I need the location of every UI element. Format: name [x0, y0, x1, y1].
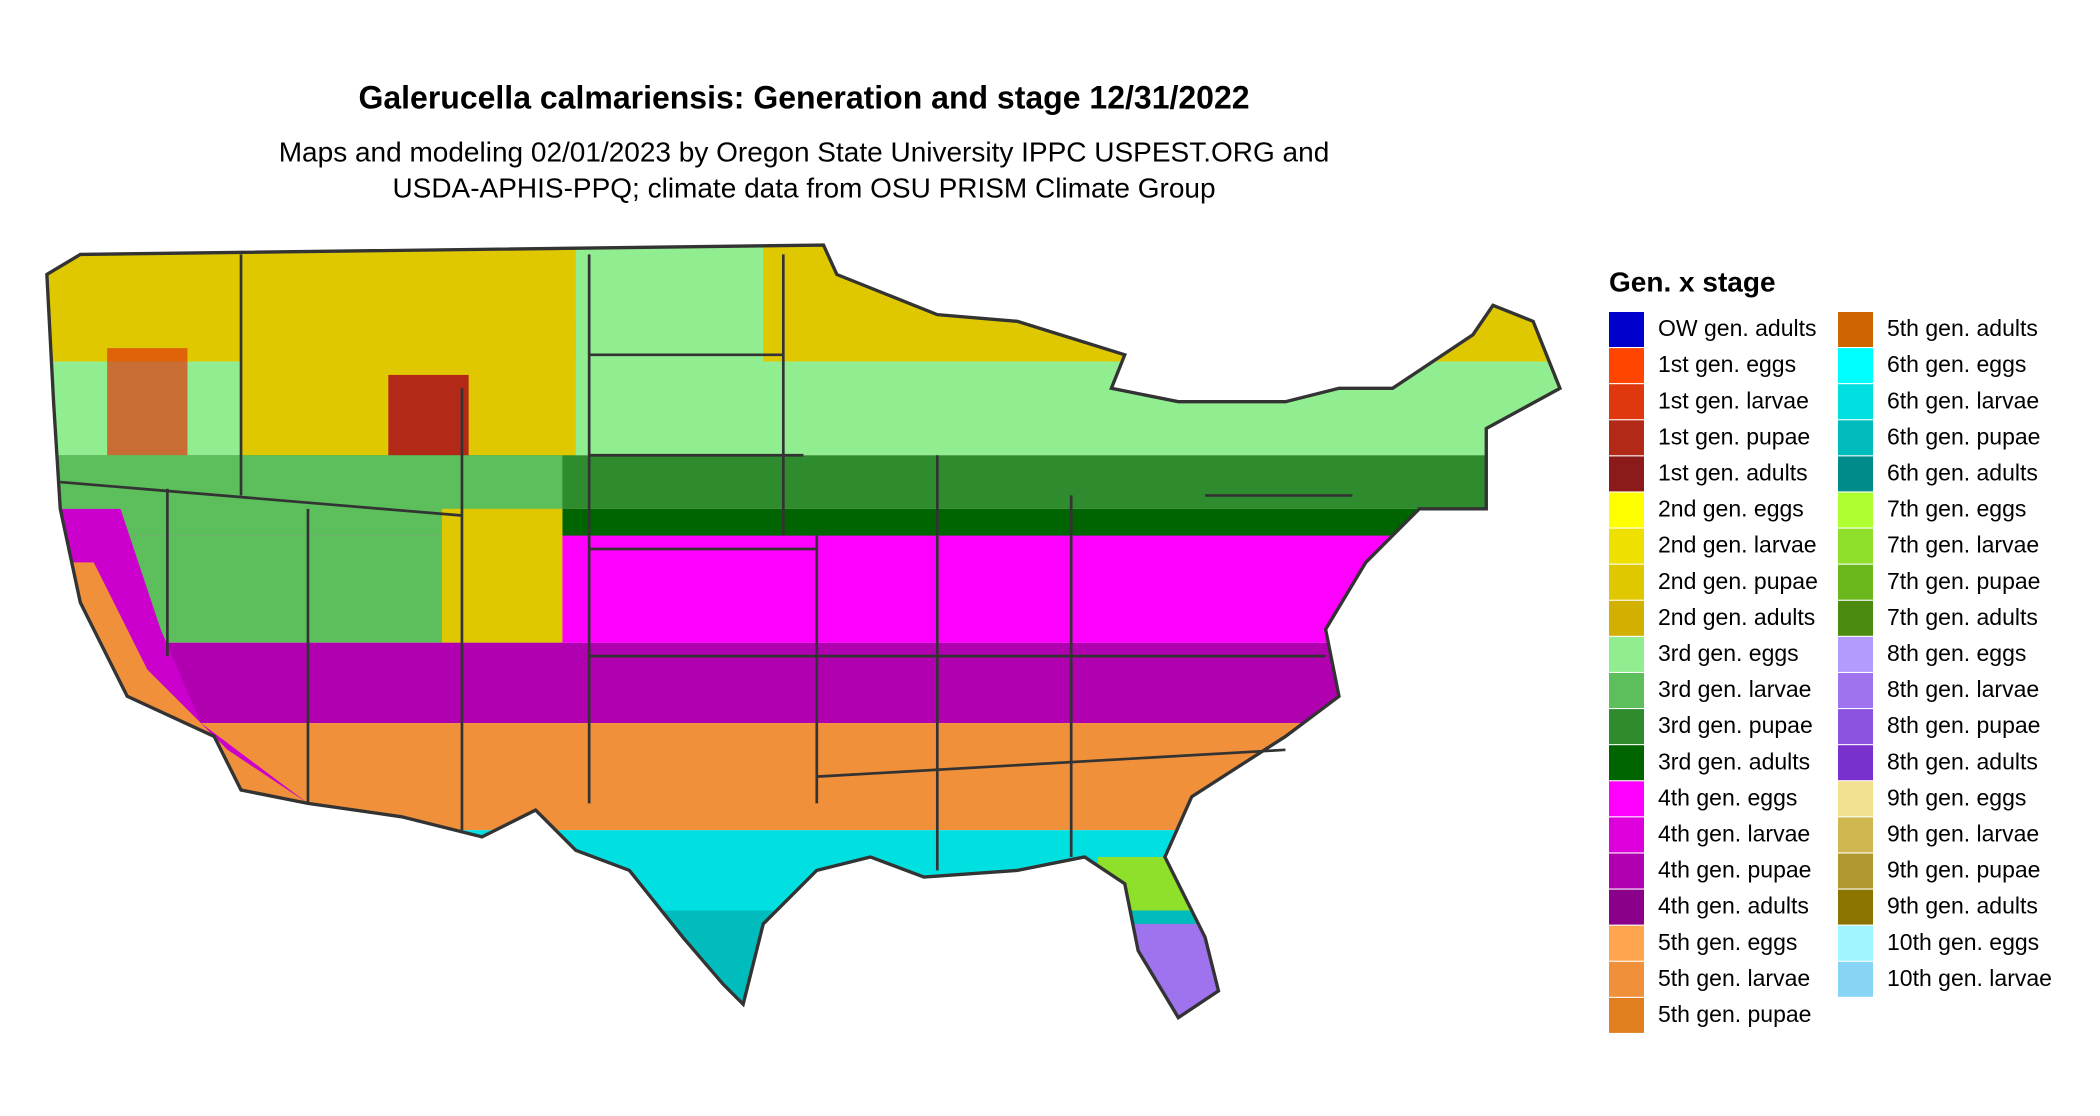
legend-label: 7th gen. eggs: [1887, 496, 2026, 522]
legend-label: 4th gen. pupae: [1658, 857, 1811, 883]
legend-swatch: [1838, 853, 1873, 889]
legend-swatch: [1838, 384, 1873, 420]
legend-swatch: [1609, 456, 1644, 492]
legend-label: 5th gen. larvae: [1658, 965, 1810, 991]
legend-label: 10th gen. larvae: [1887, 965, 2052, 991]
legend-swatch: [1609, 312, 1644, 347]
legend-swatch: [1609, 709, 1644, 745]
legend-label: 9th gen. adults: [1887, 893, 2038, 919]
legend-swatch: [1609, 564, 1644, 600]
legend-swatch: [1609, 600, 1644, 636]
legend-label: 3rd gen. pupae: [1658, 712, 1813, 738]
legend-swatch: [1609, 889, 1644, 925]
legend-label: 2nd gen. larvae: [1658, 532, 1817, 558]
legend-swatch: [1838, 925, 1873, 961]
legend-swatch: [1838, 673, 1873, 708]
legend-label: 6th gen. eggs: [1887, 351, 2026, 377]
legend-label: 2nd gen. eggs: [1658, 496, 1804, 522]
map-title: Galerucella calmariensis: Generation and…: [358, 79, 1249, 115]
legend-label: 4th gen. eggs: [1658, 784, 1797, 810]
legend-label: 8th gen. larvae: [1887, 676, 2039, 702]
legend-label: 9th gen. pupae: [1887, 857, 2040, 883]
legend-label: 5th gen. pupae: [1658, 1001, 1811, 1027]
legend-label: 8th gen. adults: [1887, 748, 2038, 774]
legend-label: 9th gen. eggs: [1887, 784, 2026, 810]
legend-label: 2nd gen. adults: [1658, 604, 1815, 630]
legend-swatch: [1838, 600, 1873, 636]
legend-swatch: [1609, 925, 1644, 961]
legend-swatch: [1609, 492, 1644, 528]
legend-label: 9th gen. larvae: [1887, 820, 2039, 846]
legend-swatch: [1609, 384, 1644, 420]
legend-label: 3rd gen. larvae: [1658, 676, 1811, 702]
legend-swatch: [1838, 456, 1873, 492]
legend-swatch: [1609, 817, 1644, 853]
legend-swatch: [1838, 636, 1873, 672]
legend-swatch: [1838, 492, 1873, 528]
legend-label: 3rd gen. adults: [1658, 748, 1810, 774]
map-subtitle: Maps and modeling 02/01/2023 by Oregon S…: [279, 136, 1330, 167]
legend: OW gen. adults 1st gen. eggs 1st gen. larv…: [1609, 312, 2052, 1033]
legend-swatch: [1838, 348, 1873, 384]
legend-swatch: [1838, 889, 1873, 925]
legend-label: 5th gen. adults: [1887, 315, 2038, 341]
legend-swatch: [1838, 709, 1873, 745]
legend-title: Gen. x stage: [1609, 266, 1776, 297]
legend-swatch: [1609, 673, 1644, 708]
legend-swatch: [1609, 853, 1644, 889]
legend-label: 6th gen. adults: [1887, 459, 2038, 485]
legend-label: 7th gen. larvae: [1887, 532, 2039, 558]
legend-label: 7th gen. pupae: [1887, 568, 2040, 594]
legend-swatch: [1609, 348, 1644, 384]
legend-label: 1st gen. larvae: [1658, 387, 1809, 413]
legend-label: 2nd gen. pupae: [1658, 568, 1818, 594]
legend-swatch: [1838, 745, 1873, 781]
legend-label: 10th gen. eggs: [1887, 929, 2039, 955]
legend-swatch: [1838, 781, 1873, 817]
legend-label: 3rd gen. eggs: [1658, 640, 1799, 666]
legend-swatch: [1838, 961, 1873, 997]
legend-label: 6th gen. larvae: [1887, 387, 2039, 413]
legend-swatch: [1609, 528, 1644, 564]
legend-swatch: [1838, 420, 1873, 456]
legend-swatch: [1838, 817, 1873, 853]
legend-swatch: [1838, 312, 1873, 347]
legend-swatch: [1838, 564, 1873, 600]
legend-swatch: [1838, 528, 1873, 564]
legend-swatch: [1609, 745, 1644, 781]
legend-label: OW gen. adults: [1658, 315, 1817, 341]
legend-swatch: [1609, 781, 1644, 817]
legend-label: 4th gen. larvae: [1658, 820, 1810, 846]
legend-label: 7th gen. adults: [1887, 604, 2038, 630]
legend-swatch: [1609, 961, 1644, 997]
legend-label: 5th gen. eggs: [1658, 929, 1797, 955]
legend-label: 6th gen. pupae: [1887, 423, 2040, 449]
legend-label: 8th gen. eggs: [1887, 640, 2026, 666]
legend-label: 1st gen. eggs: [1658, 351, 1796, 377]
legend-swatch: [1609, 420, 1644, 456]
map-subtitle: USDA-APHIS-PPQ; climate data from OSU PR…: [392, 172, 1215, 203]
legend-swatch: [1609, 636, 1644, 672]
legend-label: 1st gen. adults: [1658, 459, 1808, 485]
legend-label: 1st gen. pupae: [1658, 423, 1810, 449]
legend-label: 8th gen. pupae: [1887, 712, 2040, 738]
legend-swatch: [1609, 997, 1644, 1033]
legend-label: 4th gen. adults: [1658, 893, 1809, 919]
us-map: [45, 243, 1563, 1021]
